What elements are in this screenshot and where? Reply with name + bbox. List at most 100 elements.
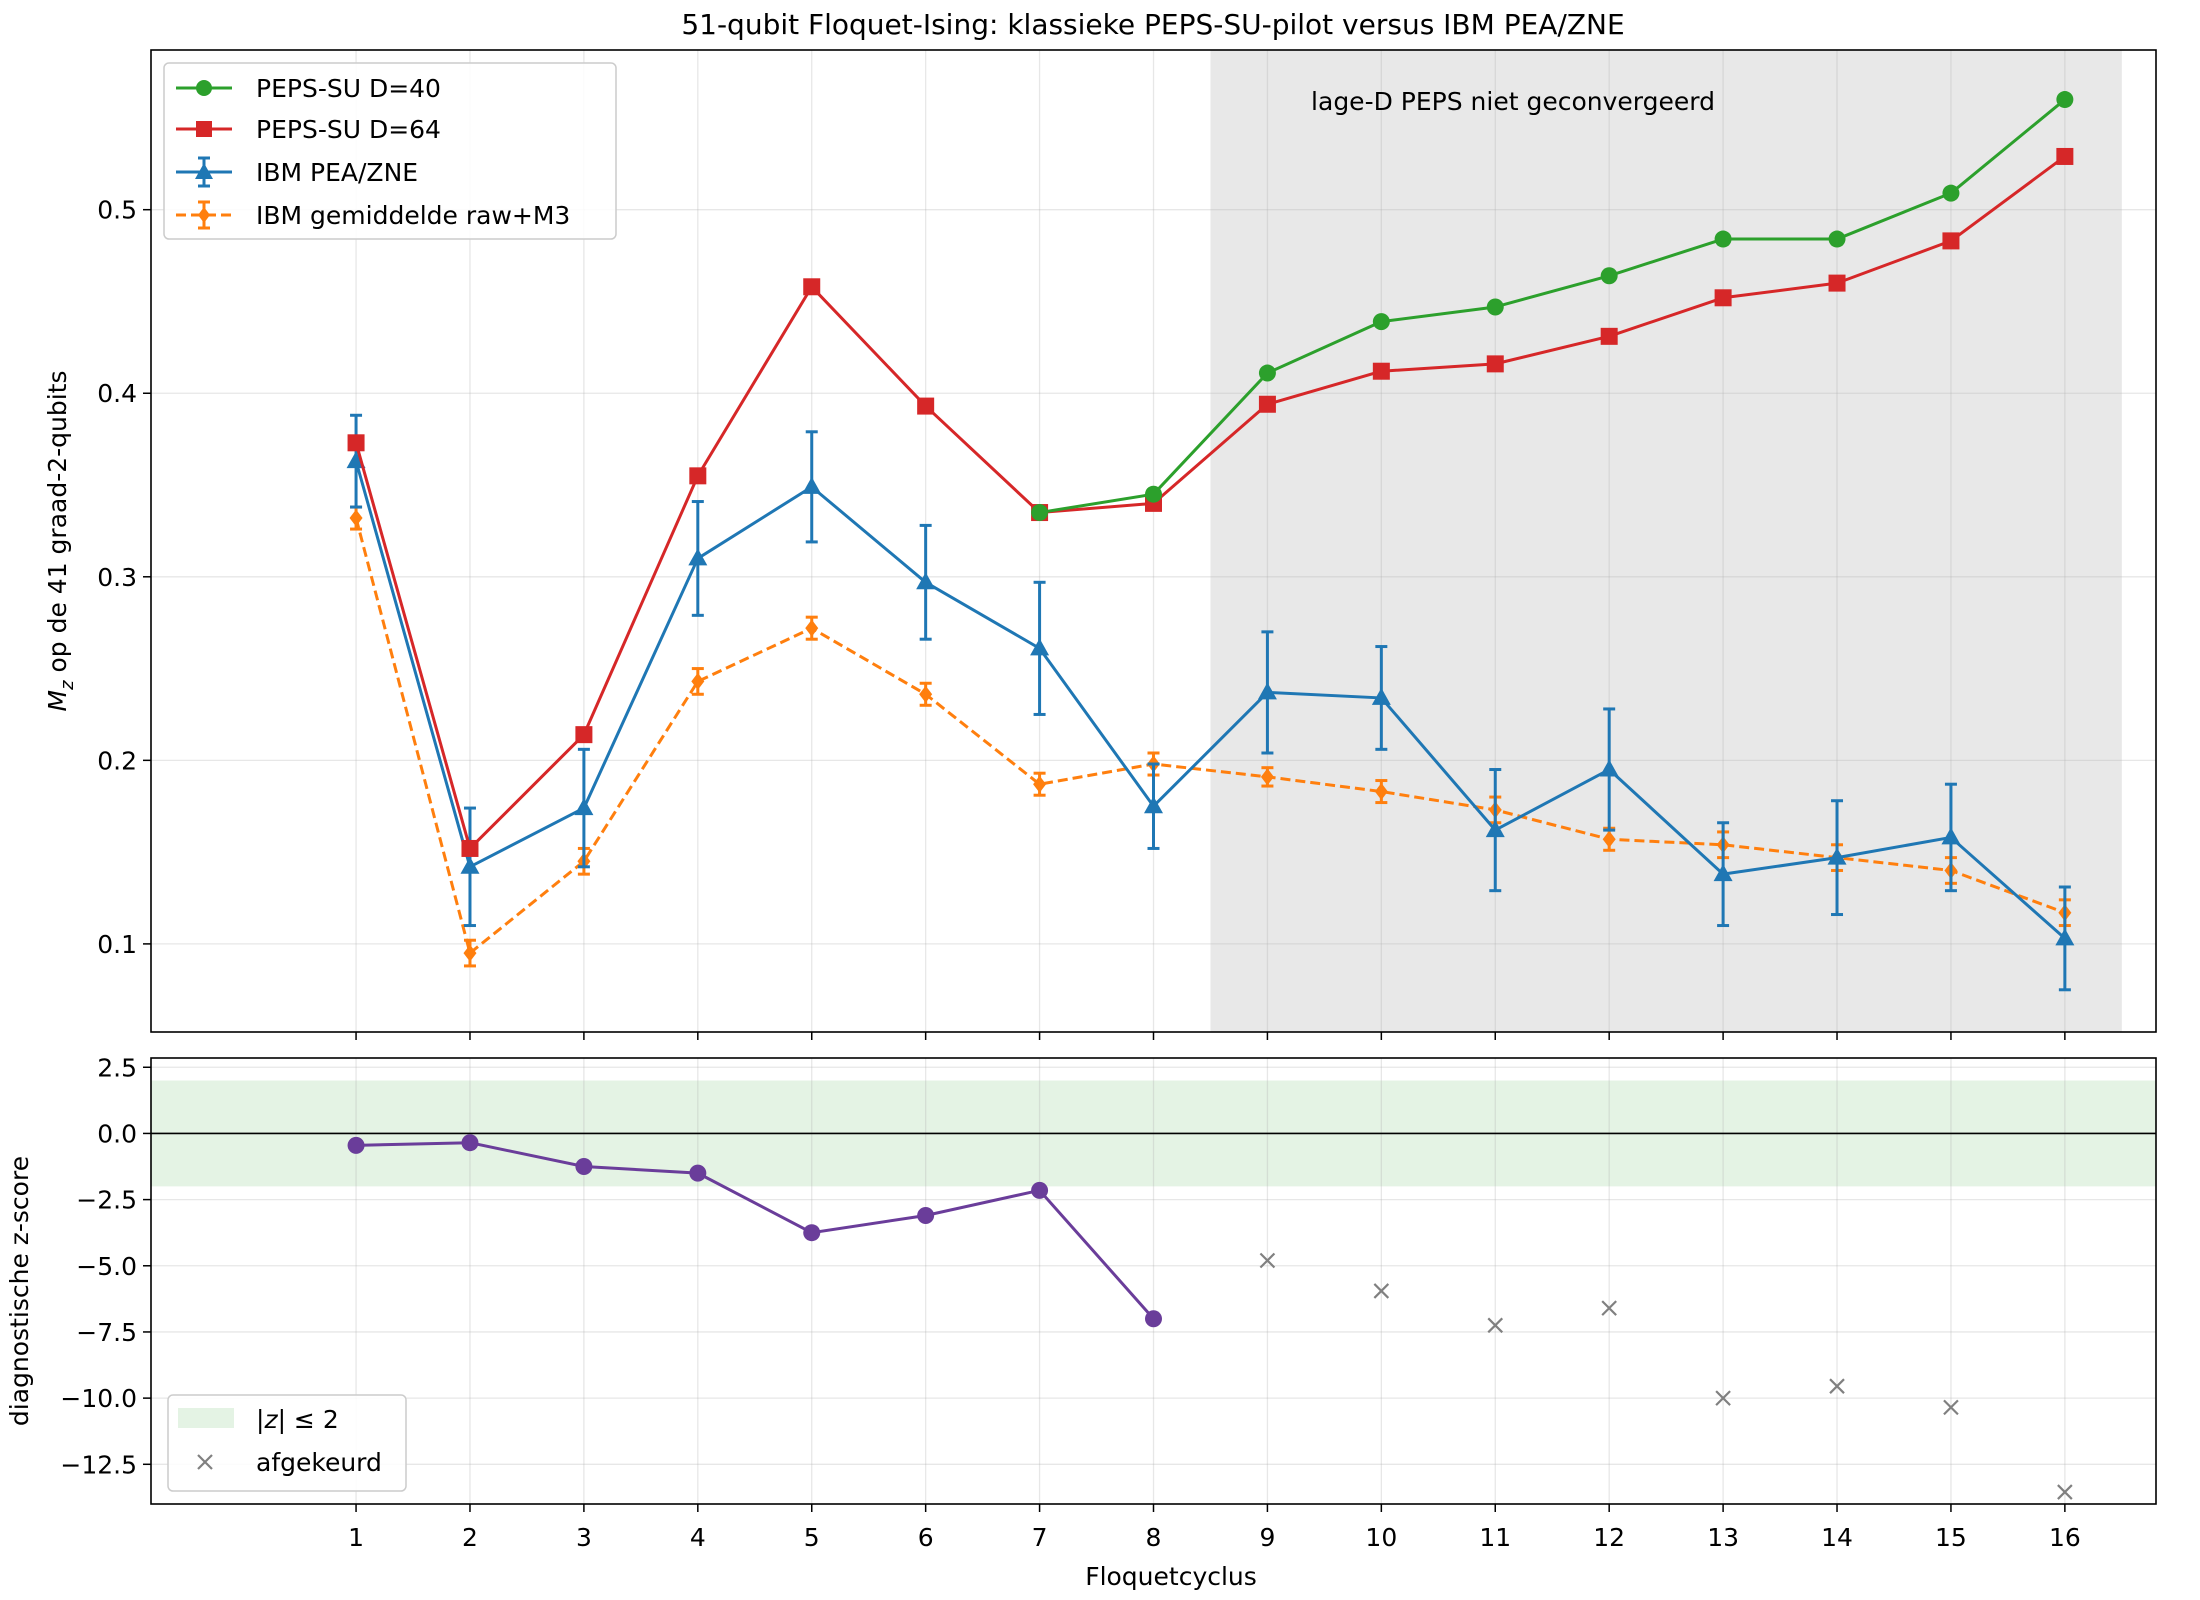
z-x-axis-label: Floquetcyclus (1085, 1562, 1257, 1591)
shaded-region-label: lage-D PEPS niet geconvergeerd (1311, 87, 1715, 116)
z-x-tick-label: 1 (348, 1523, 364, 1552)
data-point (461, 839, 479, 857)
data-point (1033, 775, 1047, 793)
data-point (919, 685, 933, 703)
data-point (1145, 1310, 1162, 1328)
data-point (1031, 504, 1049, 522)
data-point (463, 944, 477, 962)
data-point (803, 278, 821, 296)
data-point (349, 509, 363, 527)
series-z-score (347, 1134, 1162, 1328)
z-grid (151, 1058, 2156, 1504)
series-ibm-pea-zne (346, 413, 2075, 992)
series-line (354, 517, 2066, 955)
data-point (1827, 847, 1847, 865)
legend-entry-z-band: |z| ≤ 2 (178, 1405, 339, 1434)
data-point (1371, 687, 1391, 705)
z-x-tick-label: 9 (1259, 1523, 1275, 1552)
data-point (1257, 682, 1277, 700)
main-x-ticks (355, 1032, 2066, 1040)
legend-label-peps-d64: PEPS-SU D=64 (256, 115, 441, 144)
legend-label-z-band: |z| ≤ 2 (256, 1405, 339, 1434)
data-point (1372, 313, 1390, 331)
data-point (1031, 1181, 1049, 1199)
z-series (347, 1134, 2073, 1500)
data-point (689, 467, 707, 485)
rejected-point (2057, 1484, 2073, 1500)
z-score-panel: 2.50.0−2.5−5.0−7.5−10.0−12.5 1 2 3 4 5 6 7 8 9 10… (5, 1053, 2157, 1591)
z-x-tick-label: 16 (2049, 1523, 2081, 1552)
data-point (1713, 864, 1733, 882)
main-y-axis-label: Mz op de 41 graad-2-qubits (43, 370, 78, 711)
z-x-tick-label: 3 (576, 1523, 592, 1552)
data-point (575, 726, 593, 744)
main-plot-frame (150, 49, 2157, 1033)
data-point (1714, 289, 1732, 307)
z-y-tick-label: −2.5 (76, 1186, 137, 1215)
data-point (1258, 364, 1276, 382)
main-series (346, 91, 2075, 992)
data-point (805, 619, 819, 637)
data-point (1828, 274, 1846, 292)
z-legend: |z| ≤ 2 afgekeurd (167, 1394, 407, 1492)
series-peps-su-d-40 (1031, 91, 2074, 522)
data-point (1485, 820, 1505, 838)
data-point (1374, 783, 1388, 801)
data-point (1486, 355, 1504, 373)
z-x-tick-label: 8 (1146, 1523, 1162, 1552)
data-point (2056, 147, 2074, 165)
legend-swatch-z-band (178, 1408, 234, 1428)
legend-entry-peps-d40: PEPS-SU D=40 (176, 74, 441, 103)
data-point (802, 476, 822, 494)
z-y-tick-label: 2.5 (97, 1053, 137, 1082)
z-y-tick-label: −10.0 (60, 1384, 137, 1413)
series-line (356, 1141, 1155, 1320)
main-y-tick-label: 0.2 (97, 746, 137, 775)
rejected-point (1259, 1252, 1276, 1269)
legend-label-ibm-pea-zne: IBM PEA/ZNE (256, 158, 418, 187)
data-point (1714, 230, 1732, 248)
data-point (461, 1134, 479, 1152)
z-y-tick-label: −7.5 (76, 1318, 137, 1347)
z-x-ticks: 1 2 3 4 5 6 7 8 9 10 11 12 13 14 15 16 (348, 1504, 2081, 1552)
rejected-point (1373, 1283, 1390, 1299)
data-point (916, 572, 936, 590)
data-point (1486, 298, 1504, 316)
data-point (1030, 638, 1050, 656)
data-point (1372, 362, 1390, 380)
legend-entry-ibm-pea-zne: IBM PEA/ZNE (176, 156, 418, 188)
z-y-axis-label: diagnostische z-score (5, 1156, 34, 1426)
legend-entry-peps-d64: PEPS-SU D=64 (176, 115, 441, 144)
z-y-tick-label: −12.5 (60, 1450, 137, 1479)
legend-label-peps-d40: PEPS-SU D=40 (256, 74, 441, 103)
data-point (1144, 796, 1163, 814)
data-point (688, 548, 708, 566)
legend-entry-ibm-raw-m3: IBM gemiddelde raw+M3 (176, 200, 570, 230)
data-point (803, 1224, 821, 1242)
data-point (575, 1158, 593, 1176)
z-y-tick-label: 0.0 (97, 1119, 137, 1148)
main-legend-frame (163, 62, 617, 240)
legend-marker-ibm-raw-m3 (198, 207, 210, 223)
z-y-tick-label: −5.0 (76, 1252, 137, 1281)
rejected-point (1487, 1317, 1504, 1334)
data-point (574, 798, 594, 816)
legend-entry-afgekeurd: afgekeurd (197, 1448, 382, 1477)
legend-marker-ibm-pea-zne (195, 163, 213, 179)
data-point (460, 856, 480, 874)
main-legend: PEPS-SU D=40 PEPS-SU D=64 IBM PEA/ZNE (163, 62, 617, 240)
z-x-tick-label: 7 (1032, 1523, 1048, 1552)
rejected-point (1715, 1390, 1731, 1406)
z-x-tick-label: 13 (1707, 1523, 1739, 1552)
data-point (1600, 267, 1618, 285)
main-y-ticks: 0.1 0.2 0.3 0.4 0.5 (97, 196, 151, 959)
z-x-tick-label: 15 (1935, 1523, 1967, 1552)
data-point (1260, 768, 1274, 786)
z-x-tick-label: 5 (804, 1523, 820, 1552)
main-panel: 0.1 0.2 0.3 0.4 0.5 lage-D PEPS niet geconve… (43, 49, 2157, 1040)
z-x-tick-label: 12 (1593, 1523, 1625, 1552)
z-x-tick-label: 4 (690, 1523, 706, 1552)
legend-label-ibm-raw-m3: IBM gemiddelde raw+M3 (256, 201, 570, 230)
series-line (354, 460, 2066, 940)
